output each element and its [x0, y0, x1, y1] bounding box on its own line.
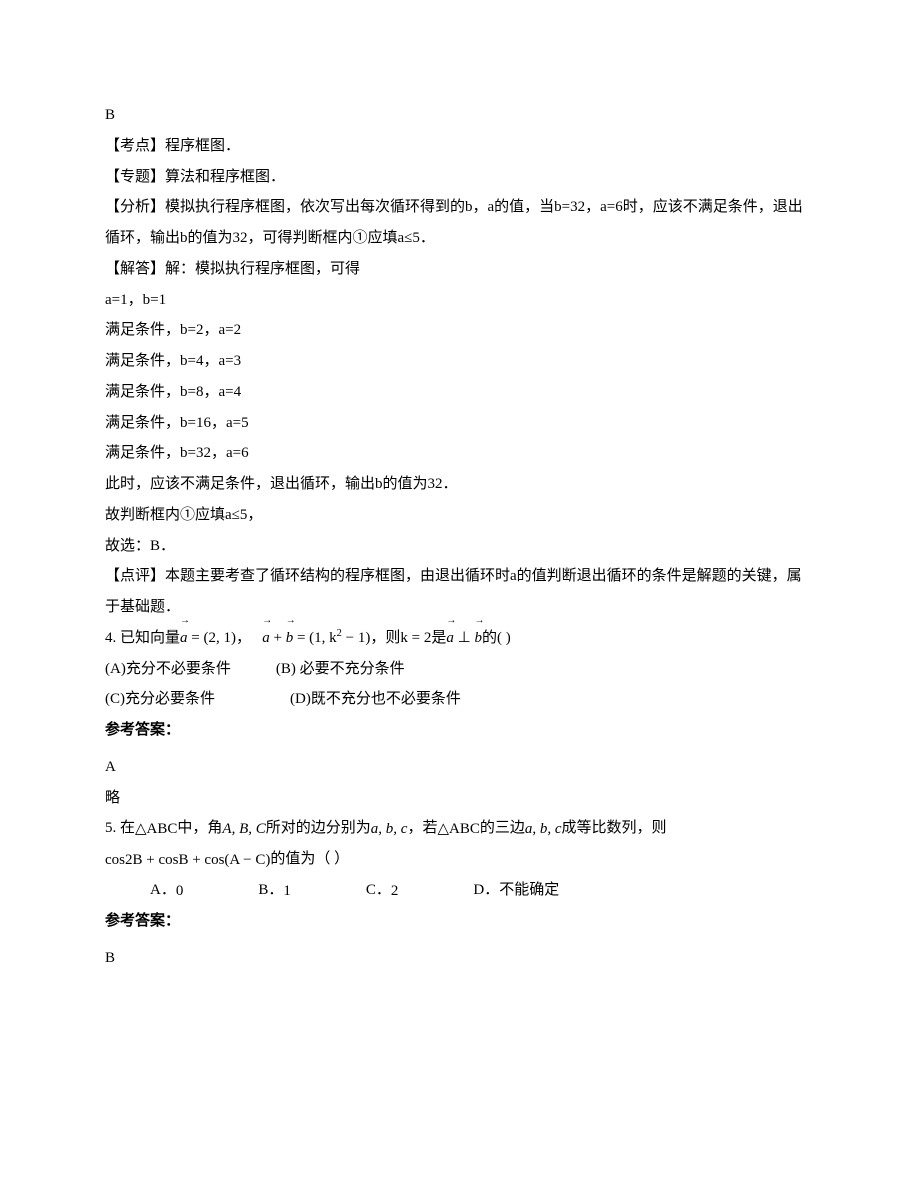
q4-perp: ⊥	[454, 630, 475, 646]
q5-optD-label: D．	[473, 882, 499, 898]
step-final: 故选：B．	[105, 531, 815, 562]
step-5: 满足条件，b=32，a=6	[105, 438, 815, 469]
q5-text1: 在	[120, 820, 135, 836]
zhuanti-text: 算法和程序框图．	[165, 169, 285, 185]
fenxi-text: 模拟执行程序框图，依次写出每次循环得到的b，a的值，当b=32，a=6时，应该不…	[105, 199, 803, 246]
step-2: 满足条件，b=4，a=3	[105, 346, 815, 377]
vec-a3: a	[446, 623, 454, 654]
question-5: 5. 在△ABC中，角A, B, C所对的边分别为a, b, c，若△ABC的三…	[105, 813, 815, 844]
vec-a: a	[180, 623, 188, 654]
q5-number: 5.	[105, 820, 120, 836]
step-4: 满足条件，b=16，a=5	[105, 408, 815, 439]
q4-number: 4.	[105, 630, 120, 646]
q5-tri: △ABC	[135, 814, 177, 845]
q5-abc-low: a, b, c	[371, 814, 408, 845]
q5-answer: B	[105, 943, 815, 974]
step-1: 满足条件，b=2，a=2	[105, 315, 815, 346]
q4-optD: (D)既不充分也不必要条件	[290, 691, 461, 707]
solution-fenxi: 【分析】模拟执行程序框图，依次写出每次循环得到的b，a的值，当b=32，a=6时…	[105, 192, 815, 254]
q4-optB: (B) 必要不充分条件	[276, 661, 405, 677]
solution-jieda-header: 【解答】解：模拟执行程序框图，可得	[105, 254, 815, 285]
q5-optB-val: 1	[283, 876, 291, 907]
q4-answer: A	[105, 752, 815, 783]
q5-text4: ，若	[407, 820, 437, 836]
vec-a2: a	[262, 623, 270, 654]
q4-optC: (C)充分必要条件	[105, 691, 215, 707]
jieda-label: 【解答】	[105, 261, 165, 277]
question-5-line2: cos2B + cosB + cos(A − C)的值为（ ）	[105, 844, 815, 875]
q4-optA: (A)充分不必要条件	[105, 661, 231, 677]
answer-3-letter: B	[105, 100, 815, 131]
q4-options-row2: (C)充分必要条件 (D)既不充分也不必要条件	[105, 684, 815, 715]
jieda-prefix: 解：模拟执行程序框图，可得	[165, 261, 360, 277]
step-exit: 此时，应该不满足条件，退出循环，输出b的值为32．	[105, 469, 815, 500]
q4-comma1: ，	[236, 630, 251, 646]
q4-is: 是	[431, 630, 446, 646]
fenxi-label: 【分析】	[105, 199, 165, 215]
q5-text6: 成等比数列，则	[562, 820, 667, 836]
vec-b2: b	[474, 623, 482, 654]
q5-tri2: △ABC	[437, 814, 479, 845]
solution-kaodian: 【考点】程序框图．	[105, 131, 815, 162]
q5-abc-up: A, B, C	[222, 814, 265, 845]
q5-expr: cos2B + cosB + cos(A − C)	[105, 845, 270, 876]
q5-optC-val: 2	[391, 876, 399, 907]
q4-k: k = 2	[400, 623, 431, 654]
kaodian-label: 【考点】	[105, 138, 165, 154]
dianping-text: 本题主要考查了循环结构的程序框图，由退出循环时a的值判断退出循环的条件是解题的关…	[105, 568, 802, 615]
q5-optD-val: 不能确定	[499, 882, 559, 898]
q5-ref-label: 参考答案：	[105, 906, 815, 937]
dianping-label: 【点评】	[105, 568, 165, 584]
q5-optA-val: 0	[176, 876, 184, 907]
solution-zhuanti: 【专题】算法和程序框图．	[105, 162, 815, 193]
q5-options: A．0 B．1 C．2 D．不能确定	[105, 875, 815, 906]
q5-optA-label: A．	[150, 882, 176, 898]
q5-text5: 的三边	[480, 820, 525, 836]
step-3: 满足条件，b=8，a=4	[105, 377, 815, 408]
q5-optC-label: C．	[366, 882, 391, 898]
step-init: a=1，b=1	[105, 285, 815, 316]
q4-expr-ab: = (1, k	[293, 630, 336, 646]
q4-lue: 略	[105, 783, 815, 814]
q4-expr-a: = (2, 1)	[188, 630, 236, 646]
kaodian-text: 程序框图．	[165, 138, 240, 154]
step-judge: 故判断框内①应填a≤5，	[105, 500, 815, 531]
q4-ref-label: 参考答案：	[105, 715, 815, 746]
q5-text7: 的值为（ ）	[270, 851, 349, 867]
q5-text3: 所对的边分别为	[266, 820, 371, 836]
q5-optB-label: B．	[258, 882, 283, 898]
q4-text1: 已知向量	[120, 630, 180, 646]
question-4: 4. 已知向量a = (2, 1)， a + b = (1, k2 − 1)，则…	[105, 623, 815, 654]
q4-then: ，则	[370, 630, 400, 646]
q5-text2: 中，角	[177, 820, 222, 836]
q4-de: 的( )	[482, 630, 511, 646]
zhuanti-label: 【专题】	[105, 169, 165, 185]
q4-expr-ab-end: − 1)	[342, 630, 370, 646]
vec-b: b	[286, 623, 294, 654]
q5-abc-low2: a, b, c	[525, 814, 562, 845]
q4-options-row1: (A)充分不必要条件 (B) 必要不充分条件	[105, 654, 815, 685]
solution-dianping: 【点评】本题主要考查了循环结构的程序框图，由退出循环时a的值判断退出循环的条件是…	[105, 561, 815, 623]
